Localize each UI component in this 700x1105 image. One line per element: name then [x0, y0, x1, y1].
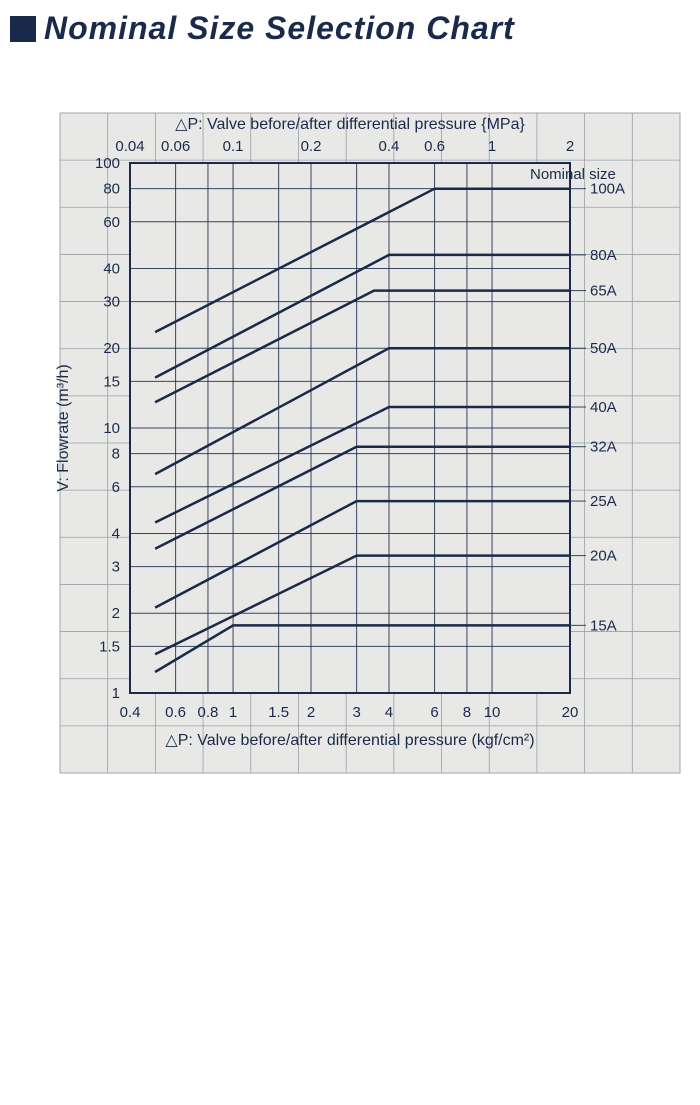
series-label: 80A: [590, 247, 617, 264]
x-top-tick: 0.4: [379, 138, 400, 155]
chart-svg: 100A 80A 65A 50A 40A 32A 25A 20A 15A Nominal size…: [0, 53, 700, 853]
x-bottom-tick: 0.6: [165, 704, 186, 721]
title-bullet-icon: [10, 16, 36, 42]
y-tick: 2: [112, 605, 120, 622]
nominal-size-heading: Nominal size: [530, 166, 616, 183]
x-top-tick: 1: [488, 138, 496, 155]
x-bottom-tick: 6: [430, 704, 438, 721]
y-tick: 100: [95, 155, 120, 172]
y-tick: 15: [103, 373, 120, 390]
series-label: 40A: [590, 399, 617, 416]
series-label: 100A: [590, 181, 625, 198]
y-tick: 60: [103, 214, 120, 231]
series-label: 20A: [590, 548, 617, 565]
x-top-tick: 2: [566, 138, 574, 155]
x-bottom-tick: 1: [229, 704, 237, 721]
x-bottom-axis-label: △P: Valve before/after differential pres…: [165, 732, 534, 749]
y-axis-label: V: Flowrate (m³/h): [55, 364, 72, 491]
x-bottom-tick: 20: [562, 704, 579, 721]
page-title: Nominal Size Selection Chart: [0, 0, 700, 53]
y-tick: 6: [112, 479, 120, 496]
x-bottom-tick: 0.8: [198, 704, 219, 721]
x-top-tick: 0.2: [301, 138, 322, 155]
series-label: 50A: [590, 340, 617, 357]
y-tick: 30: [103, 294, 120, 311]
x-top-tick: 0.6: [424, 138, 445, 155]
x-bottom-tick: 0.4: [120, 704, 141, 721]
x-top-tick: 0.1: [223, 138, 244, 155]
y-tick: 8: [112, 446, 120, 463]
x-bottom-tick: 1.5: [268, 704, 289, 721]
x-bottom-tick: 8: [463, 704, 471, 721]
x-bottom-tick: 10: [484, 704, 501, 721]
y-tick: 4: [112, 525, 120, 542]
y-tick: 20: [103, 340, 120, 357]
title-text: Nominal Size Selection Chart: [44, 10, 515, 47]
y-tick: 10: [103, 420, 120, 437]
series-label: 15A: [590, 617, 617, 634]
series-label: 25A: [590, 493, 617, 510]
x-top-tick: 0.06: [161, 138, 190, 155]
y-tick: 1.5: [99, 638, 120, 655]
x-top-tick: 0.04: [115, 138, 144, 155]
x-bottom-tick: 2: [307, 704, 315, 721]
y-tick: 3: [112, 559, 120, 576]
selection-chart: 100A 80A 65A 50A 40A 32A 25A 20A 15A Nominal size…: [0, 53, 700, 853]
y-tick: 40: [103, 260, 120, 277]
y-tick: 1: [112, 685, 120, 702]
series-label: 32A: [590, 439, 617, 456]
x-bottom-tick: 3: [352, 704, 360, 721]
series-label: 65A: [590, 283, 617, 300]
y-tick: 80: [103, 181, 120, 198]
x-top-axis-label: △P: Valve before/after differential pres…: [175, 116, 525, 133]
x-bottom-tick: 4: [385, 704, 393, 721]
